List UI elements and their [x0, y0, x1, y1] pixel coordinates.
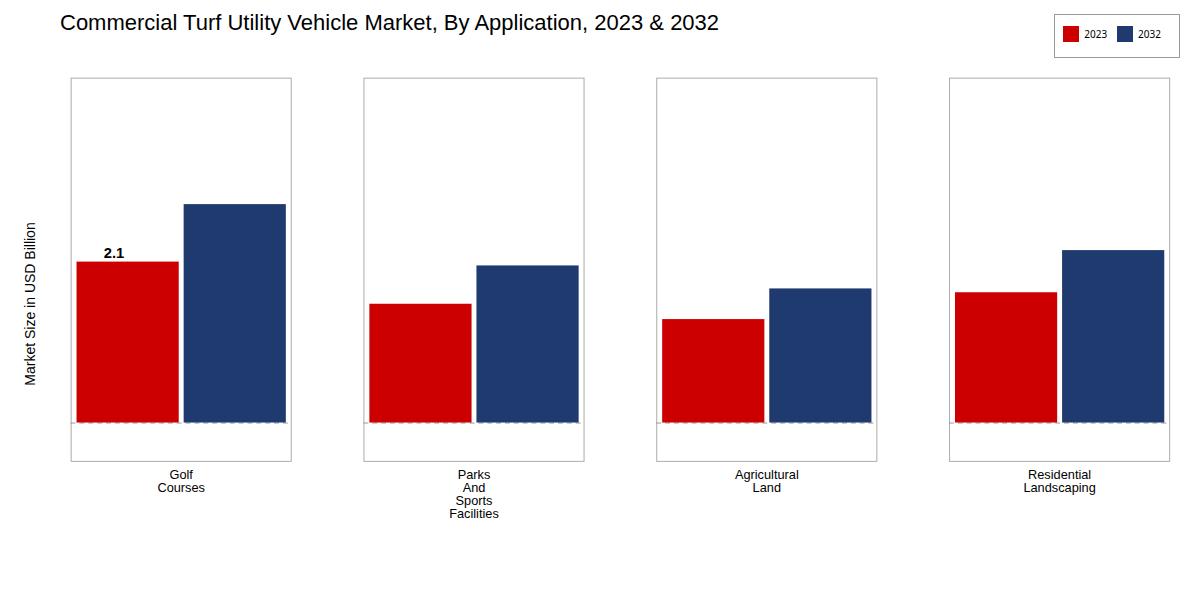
svg-text:GolfCourses: GolfCourses [157, 467, 205, 495]
html-text:Commercial Turf Utility Vehicl: Commercial Turf Utility Vehicle Market, … [60, 10, 720, 35]
svg-text:2.1: 2.1 [104, 245, 124, 261]
html-text:2023: 2023 [1084, 26, 1108, 41]
svg-text:AgriculturalLand: AgriculturalLand [735, 467, 799, 495]
html-text:2032: 2032 [1138, 26, 1161, 41]
html-text:Market Size in USD Billion: Market Size in USD Billion [22, 221, 38, 386]
svg-text:ParksAndSportsFacilities: ParksAndSportsFacilities [449, 467, 499, 520]
svg-text:ResidentialLandscaping: ResidentialLandscaping [1023, 467, 1095, 495]
